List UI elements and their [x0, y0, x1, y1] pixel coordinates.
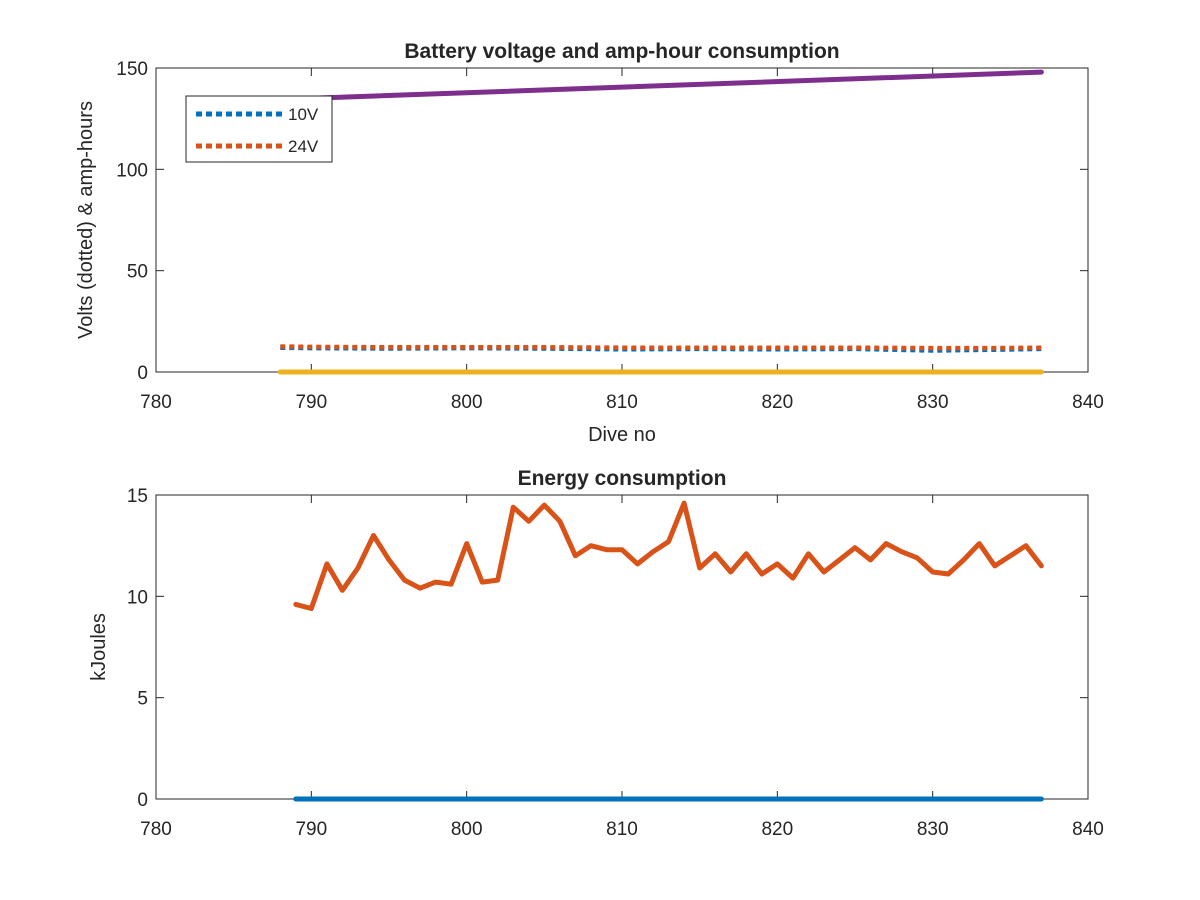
- x-tick-label: 790: [295, 392, 327, 413]
- x-tick-label: 820: [761, 392, 793, 413]
- x-axis-label-top: Dive no: [588, 424, 656, 446]
- y-tick-label: 10: [127, 587, 148, 608]
- y-tick-label: 50: [127, 262, 148, 283]
- series-group-top: [277, 69, 1044, 375]
- chart-bottom: Energy consumption kJoules 780 790 800 810 8…: [88, 467, 1104, 840]
- chart-title-top: Battery voltage and amp-hour consumption: [404, 40, 839, 63]
- y-tick-label: 100: [116, 160, 148, 181]
- series-line-24v: [280, 344, 1042, 351]
- chart-top: Battery voltage and amp-hour consumption…: [75, 40, 1104, 446]
- y-tick-label: 150: [116, 59, 148, 80]
- x-tick-label: 810: [606, 392, 638, 413]
- tick-group-bottom: 780 790 800 810 820 830 840 0 5 10 15: [127, 486, 1104, 840]
- x-tick-label: 800: [451, 392, 483, 413]
- y-axis-label-bottom: kJoules: [88, 613, 110, 681]
- x-tick-label: 830: [917, 392, 949, 413]
- x-tick-label: 780: [140, 392, 172, 413]
- x-tick-label: 820: [761, 819, 793, 840]
- x-tick-label: 810: [606, 819, 638, 840]
- series-line-1-0: [293, 500, 1044, 611]
- tick-group-top: 780 790 800 810 820 830 840 0 50 100 150: [116, 59, 1104, 413]
- chart-title-bottom: Energy consumption: [518, 467, 727, 490]
- legend-box: [185, 95, 333, 163]
- y-tick-label: 5: [137, 689, 148, 710]
- legend: 10V 24V: [185, 95, 333, 163]
- series-group-bottom: [293, 500, 1044, 802]
- x-tick-label: 800: [451, 819, 483, 840]
- y-tick-label: 0: [137, 790, 148, 811]
- x-tick-label: 780: [140, 819, 172, 840]
- series-line-0-3: [277, 69, 1044, 102]
- axes-box-bottom: [155, 494, 1089, 800]
- x-tick-label: 840: [1072, 819, 1104, 840]
- x-tick-label: 790: [295, 819, 327, 840]
- y-tick-label: 15: [127, 486, 148, 507]
- legend-label-10v: 10V: [288, 105, 319, 124]
- y-tick-label: 0: [137, 363, 148, 384]
- legend-label-24v: 24V: [288, 137, 319, 156]
- y-axis-label-top: Volts (dotted) & amp-hours: [75, 101, 97, 339]
- x-tick-label: 840: [1072, 392, 1104, 413]
- x-tick-label: 830: [917, 819, 949, 840]
